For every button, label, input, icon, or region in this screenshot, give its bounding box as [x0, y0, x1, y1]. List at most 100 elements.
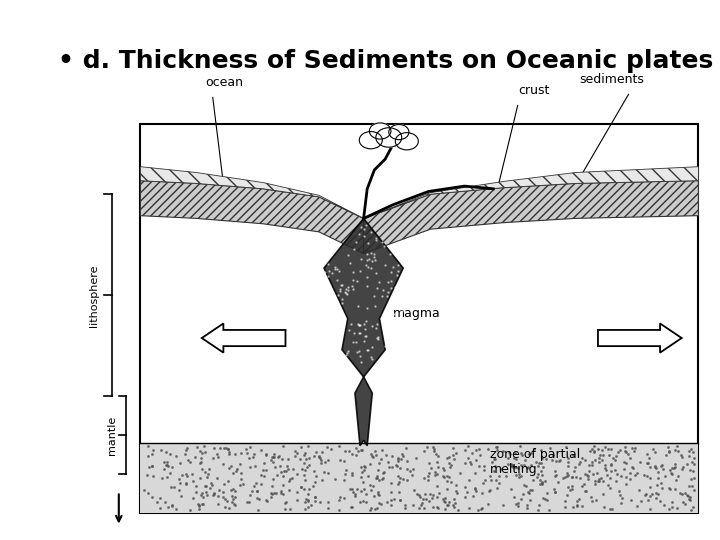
Point: [514, 442, 526, 450]
Point: [508, 454, 520, 462]
Point: [279, 505, 291, 514]
Point: [346, 502, 357, 511]
Bar: [140, 443, 698, 513]
Point: [235, 468, 246, 477]
Point: [448, 503, 459, 511]
Point: [314, 454, 325, 463]
Polygon shape: [140, 181, 364, 253]
Point: [187, 477, 199, 485]
Point: [644, 454, 655, 463]
Point: [421, 443, 433, 452]
Point: [507, 463, 518, 471]
Point: [444, 458, 455, 467]
Point: [522, 463, 534, 471]
Point: [614, 446, 626, 455]
Point: [452, 505, 464, 514]
Point: [346, 503, 357, 511]
Point: [593, 458, 605, 467]
Point: [315, 455, 327, 464]
Point: [384, 500, 396, 509]
Point: [467, 491, 479, 500]
Point: [486, 476, 498, 485]
Point: [394, 487, 405, 496]
Point: [140, 470, 152, 479]
Point: [536, 478, 548, 487]
Point: [672, 472, 683, 481]
Point: [610, 456, 621, 464]
Point: [576, 453, 588, 462]
Point: [654, 461, 666, 470]
Point: [516, 451, 528, 460]
Point: [359, 462, 370, 471]
Point: [219, 494, 230, 503]
Point: [187, 494, 199, 502]
Point: [323, 456, 334, 464]
Point: [277, 472, 289, 481]
Point: [266, 453, 278, 462]
Point: [428, 503, 439, 512]
Point: [357, 496, 369, 505]
Point: [426, 494, 438, 503]
Point: [230, 467, 242, 476]
Point: [338, 457, 349, 465]
Point: [516, 449, 527, 458]
Point: [688, 486, 700, 495]
Point: [602, 445, 613, 454]
Point: [503, 453, 514, 462]
Point: [609, 465, 621, 474]
Point: [544, 444, 556, 453]
Point: [344, 484, 356, 493]
Point: [476, 504, 487, 513]
Point: [271, 471, 283, 480]
Point: [220, 444, 232, 453]
Point: [291, 449, 302, 457]
Point: [459, 492, 471, 501]
Point: [300, 494, 311, 503]
Point: [523, 489, 535, 497]
Point: [184, 505, 196, 514]
Point: [284, 504, 295, 513]
Point: [442, 472, 454, 481]
Point: [616, 499, 627, 508]
Point: [414, 493, 426, 502]
Point: [521, 504, 533, 512]
Point: [450, 449, 462, 458]
Point: [527, 485, 539, 494]
Point: [244, 491, 256, 500]
Point: [676, 464, 688, 473]
Point: [396, 450, 408, 458]
Point: [547, 451, 559, 460]
Point: [395, 455, 407, 464]
Point: [325, 445, 337, 454]
Point: [594, 450, 606, 459]
Point: [158, 465, 169, 474]
Point: [225, 462, 237, 470]
Point: [482, 500, 494, 509]
Point: [315, 458, 327, 467]
Point: [225, 485, 237, 494]
Point: [251, 494, 263, 503]
Point: [350, 443, 361, 452]
Point: [590, 480, 601, 488]
Point: [615, 471, 626, 480]
Point: [227, 485, 238, 494]
Point: [566, 472, 577, 481]
Point: [291, 469, 302, 478]
Point: [571, 501, 582, 510]
Point: [611, 470, 623, 478]
Point: [503, 459, 514, 468]
Point: [439, 494, 451, 502]
Point: [451, 487, 462, 495]
Point: [261, 451, 272, 460]
Point: [577, 502, 588, 510]
Point: [681, 490, 693, 499]
Point: [229, 450, 240, 458]
Point: [597, 476, 608, 485]
Point: [581, 470, 593, 479]
Point: [477, 503, 488, 512]
Point: [441, 454, 453, 462]
Point: [431, 450, 442, 458]
Point: [550, 470, 562, 479]
Text: crust: crust: [518, 84, 550, 97]
Point: [431, 458, 443, 467]
